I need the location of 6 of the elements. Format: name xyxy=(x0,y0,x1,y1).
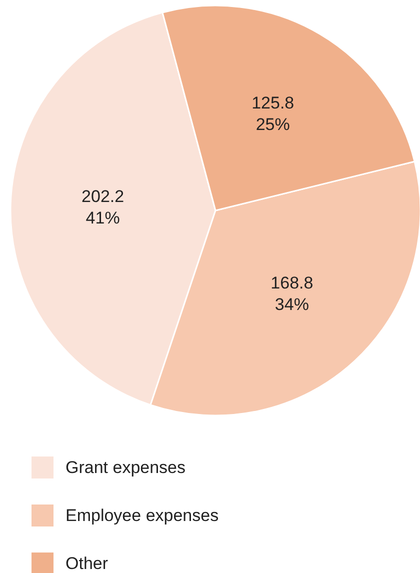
legend-label: Grant expenses xyxy=(66,458,186,477)
data-label: 202.2 41% xyxy=(82,187,124,228)
data-label: 168.8 34% xyxy=(270,273,314,314)
data-label: 125.8 25% xyxy=(252,93,294,134)
legend-label: Other xyxy=(66,554,108,573)
legend-label: Employee expenses xyxy=(66,506,219,525)
